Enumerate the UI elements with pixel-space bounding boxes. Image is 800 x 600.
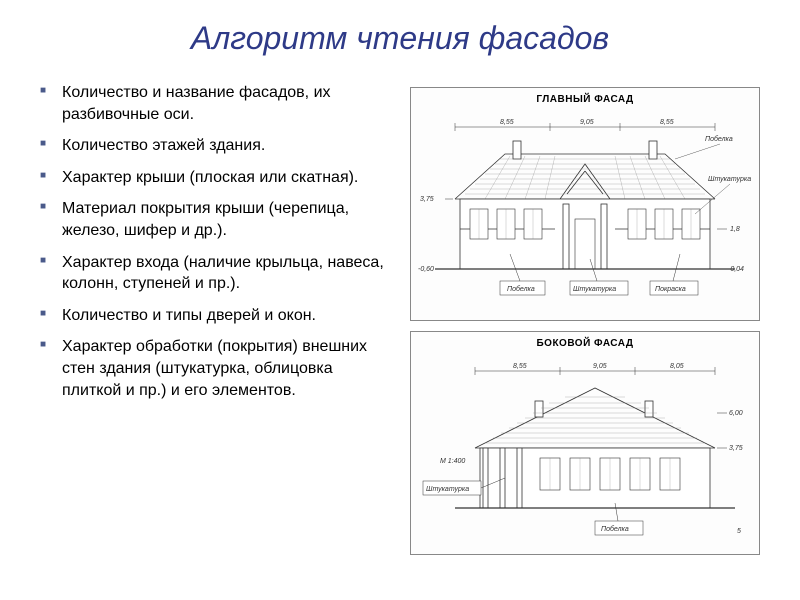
dim-label: 9,05 <box>580 119 594 126</box>
list-item: Количество и типы дверей и окон. <box>40 305 395 327</box>
side-facade-drawing: БОКОВОЙ ФАСАД М 1:400 8,55 9,05 8,05 <box>410 331 760 555</box>
dim-label: 1,8 <box>730 226 740 233</box>
bullet-list: Количество и название фасадов, их разбив… <box>40 82 395 401</box>
dim-label: 8,05 <box>670 363 684 370</box>
bullet-column: Количество и название фасадов, их разбив… <box>40 82 395 555</box>
list-item: Материал покрытия крыши (черепица, желез… <box>40 198 395 241</box>
dim-label: 6,00 <box>729 410 743 417</box>
page-title: Алгоритм чтения фасадов <box>40 20 760 57</box>
dim-label: 8,55 <box>513 363 527 370</box>
list-item: Количество и название фасадов, их разбив… <box>40 82 395 125</box>
annotation-label: Штукатурка <box>426 486 469 493</box>
main-facade-drawing: ГЛАВНЫЙ ФАСАД 8,55 9,05 8,55 <box>410 87 760 321</box>
list-item: Характер входа (наличие крыльца, навеса,… <box>40 252 395 295</box>
list-item: Количество этажей здания. <box>40 135 395 157</box>
dim-label: 8,55 <box>660 119 674 126</box>
dim-label: -0,04 <box>728 266 744 273</box>
list-item: Характер крыши (плоская или скатная). <box>40 167 395 189</box>
annotation-label: Штукатурка <box>573 286 616 293</box>
slide: Алгоритм чтения фасадов Количество и наз… <box>0 0 800 600</box>
main-facade-title: ГЛАВНЫЙ ФАСАД <box>415 94 755 105</box>
corner-mark: 5 <box>737 528 741 535</box>
list-item: Характер обработки (покрытия) внешних ст… <box>40 336 395 401</box>
content-row: Количество и название фасадов, их разбив… <box>40 82 760 555</box>
annotation-label: Покраска <box>655 286 686 293</box>
annotation-label: Побелка <box>507 285 535 293</box>
main-facade-svg: 8,55 9,05 8,55 <box>415 109 755 309</box>
dim-label: 8,55 <box>500 119 514 126</box>
annotation-label: Побелка <box>705 135 733 143</box>
annotation-label: Штукатурка <box>708 176 751 183</box>
scale-label: М 1:400 <box>440 458 465 465</box>
side-facade-svg: М 1:400 8,55 9,05 8,05 <box>415 353 755 543</box>
side-facade-title: БОКОВОЙ ФАСАД <box>415 338 755 349</box>
dim-label: 9,05 <box>593 363 607 370</box>
dim-label: 3,75 <box>729 445 743 452</box>
drawings-column: ГЛАВНЫЙ ФАСАД 8,55 9,05 8,55 <box>410 82 760 555</box>
annotation-label: Побелка <box>601 525 629 533</box>
dim-label: -0,60 <box>418 266 434 273</box>
dim-label: 3,75 <box>420 196 434 203</box>
